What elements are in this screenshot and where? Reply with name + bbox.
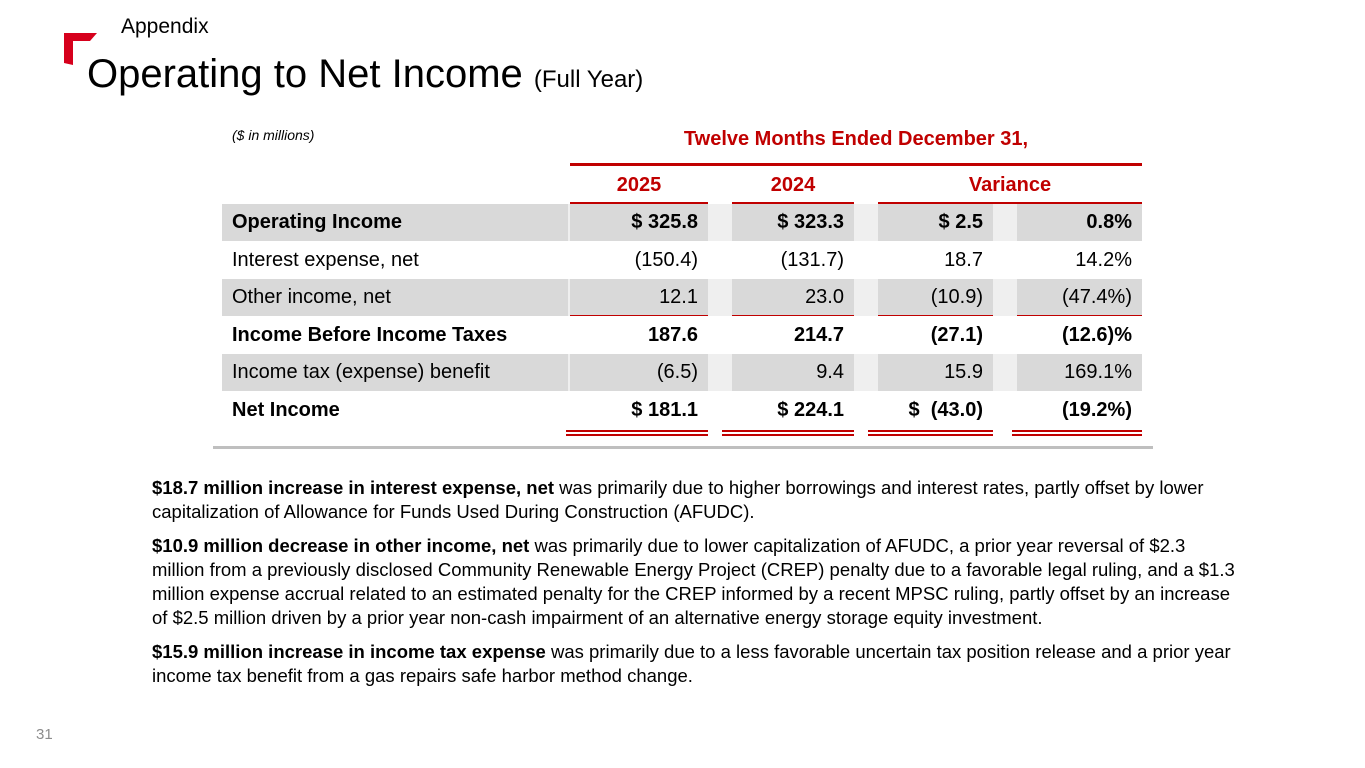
- value-cell: (47.4%): [1061, 286, 1132, 308]
- value-cell: 214.7: [793, 323, 844, 346]
- column-rule: [570, 202, 708, 204]
- subtotal-rule: [1017, 314, 1142, 316]
- subtotal-rule: [570, 314, 708, 316]
- value-cell: $ 2.5: [938, 211, 983, 233]
- row-shade: [708, 204, 732, 241]
- value-cell: (150.4): [634, 248, 698, 271]
- value-cell: $ 325.8: [631, 211, 698, 233]
- value-cell: 0.8%: [1086, 211, 1132, 233]
- note-lead: $10.9 million decrease in other income, …: [152, 535, 530, 556]
- row-shade: [708, 354, 732, 391]
- row-shade: [993, 354, 1017, 391]
- row-shade: [854, 279, 878, 316]
- row-shade: [570, 354, 708, 391]
- value-cell: (27.1): [930, 323, 983, 346]
- value-cell: 15.9: [944, 361, 983, 383]
- row-shade: [854, 204, 878, 241]
- table-bottom-rule: [213, 446, 1153, 449]
- row-shade: [732, 279, 854, 316]
- value-cell: $ 224.1: [777, 398, 844, 421]
- total-rule: [868, 430, 993, 432]
- logo-mark: [64, 33, 97, 65]
- row-label: Income Before Income Taxes: [232, 323, 508, 346]
- row-shade: [878, 279, 993, 316]
- subtotal-rule: [878, 314, 993, 316]
- subtitle: (Full Year): [533, 66, 644, 93]
- row-shade: [570, 279, 708, 316]
- row-shade: [708, 279, 732, 316]
- total-rule: [1012, 430, 1142, 432]
- total-rule: [1012, 434, 1142, 436]
- note-text: was primarily due to a less favorable un…: [152, 641, 1231, 686]
- row-shade: [854, 354, 878, 391]
- row-shade: [222, 279, 568, 316]
- row-shade: [568, 279, 570, 316]
- value-cell: 14.2%: [1075, 248, 1132, 271]
- title-text: Operating to Net Income: [87, 52, 523, 96]
- row-label: Income tax (expense) benefit: [232, 361, 490, 383]
- row-shade: [1017, 354, 1142, 391]
- column-header: 2025: [616, 174, 662, 196]
- total-rule: [566, 430, 708, 432]
- title: Operating to Net Income (Full Year): [87, 52, 643, 97]
- total-rule: [722, 434, 854, 436]
- column-header: 2024: [770, 174, 816, 196]
- note: $18.7 million increase in interest expen…: [152, 476, 1237, 524]
- value-cell: 23.0: [805, 286, 844, 308]
- note: $15.9 million increase in income tax exp…: [152, 640, 1237, 688]
- total-rule: [566, 434, 708, 436]
- value-cell: (12.6)%: [1061, 323, 1132, 346]
- notes: $18.7 million increase in interest expen…: [152, 476, 1237, 698]
- row-shade: [568, 204, 570, 241]
- row-shade: [222, 354, 568, 391]
- note: $10.9 million decrease in other income, …: [152, 534, 1237, 630]
- total-rule: [868, 434, 993, 436]
- row-shade: [1017, 279, 1142, 316]
- row-label: Interest expense, net: [232, 248, 419, 271]
- value-cell: $ 181.1: [631, 398, 698, 421]
- note-text: was primarily due to lower capitalizatio…: [152, 535, 1235, 628]
- note-lead: $18.7 million increase in interest expen…: [152, 477, 555, 498]
- row-label: Operating Income: [232, 211, 403, 233]
- note-lead: $15.9 million increase in income tax exp…: [152, 641, 546, 662]
- row-shade: [222, 204, 568, 241]
- row-shade: [1017, 204, 1142, 241]
- value-cell: (6.5): [656, 361, 698, 383]
- total-rule: [722, 430, 854, 432]
- value-cell: 18.7: [944, 248, 983, 271]
- row-shade: [993, 204, 1017, 241]
- header-rule: [570, 163, 1142, 166]
- note-text: was primarily due to higher borrowings a…: [152, 477, 1204, 522]
- value-cell: $ (43.0): [908, 398, 983, 421]
- page-number: 31: [36, 726, 53, 743]
- row-shade: [878, 204, 993, 241]
- value-cell: 169.1%: [1064, 361, 1132, 383]
- row-shade: [993, 279, 1017, 316]
- row-label: Other income, net: [232, 286, 391, 308]
- units-note: ($ in millions): [232, 127, 315, 143]
- row-label: Net Income: [232, 398, 340, 421]
- row-shade: [568, 354, 570, 391]
- column-rule: [878, 202, 1142, 204]
- value-cell: (10.9): [930, 286, 983, 308]
- row-shade: [732, 204, 854, 241]
- row-shade: [570, 204, 708, 241]
- column-rule: [732, 202, 854, 204]
- subtotal-rule: [732, 314, 854, 316]
- period-header: Twelve Months Ended December 31,: [683, 128, 1029, 150]
- value-cell: $ 323.3: [777, 211, 844, 233]
- column-header: Variance: [968, 174, 1052, 196]
- row-shade: [732, 354, 854, 391]
- value-cell: (131.7): [780, 248, 844, 271]
- value-cell: 187.6: [647, 323, 698, 346]
- value-cell: (19.2%): [1061, 398, 1132, 421]
- row-shade: [878, 354, 993, 391]
- section-label: Appendix: [121, 15, 209, 38]
- value-cell: 12.1: [659, 286, 698, 308]
- value-cell: 9.4: [816, 361, 844, 383]
